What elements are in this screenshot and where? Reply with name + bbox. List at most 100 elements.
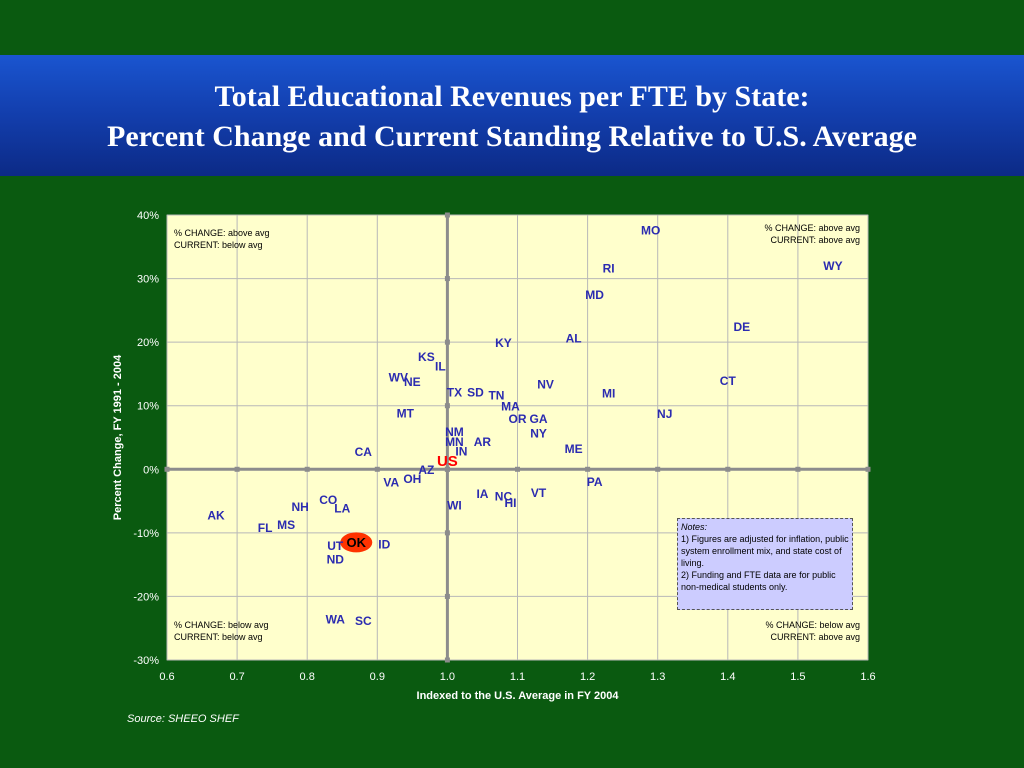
point-label-mi: MI: [602, 387, 615, 401]
x-tick-label: 1.5: [790, 671, 805, 683]
x-axis-ticks: 0.6 0.7 0.8 0.9 1.0 1.1 1.2 1.3 1.4 1.5 1.6: [159, 671, 875, 683]
reference-marker: [444, 212, 450, 218]
y-axis-ticks: 40% 30% 20% 10% 0% -10% -20% -30%: [133, 210, 159, 667]
point-label-ok: OK: [347, 535, 367, 550]
reference-marker: [234, 466, 240, 472]
reference-marker: [444, 276, 450, 282]
x-tick-label: 1.4: [720, 671, 735, 683]
point-label-vt: VT: [531, 486, 547, 500]
quadrant-label-bottom-right: CURRENT: above avg: [770, 632, 860, 642]
point-label-il: IL: [435, 359, 446, 373]
reference-marker: [444, 530, 450, 536]
quadrant-labels: % CHANGE: above avg CURRENT: below avg % C…: [174, 223, 860, 642]
point-label-nc: NC: [495, 490, 513, 504]
point-label-mo: MO: [641, 223, 660, 237]
y-tick-label: 0%: [143, 464, 159, 476]
point-label-pa: PA: [587, 475, 603, 489]
y-tick-label: 20%: [137, 337, 159, 349]
point-label-nv: NV: [537, 378, 554, 392]
point-label-in: IN: [455, 444, 467, 458]
reference-lines: [164, 212, 871, 663]
x-tick-label: 1.6: [860, 671, 875, 683]
reference-marker: [655, 466, 661, 472]
quadrant-label-top-right: % CHANGE: above avg: [764, 223, 860, 233]
point-label-ri: RI: [603, 261, 615, 275]
point-label-fl: FL: [258, 521, 273, 535]
point-label-co: CO: [319, 493, 337, 507]
reference-marker: [444, 593, 450, 599]
point-label-ne: NE: [404, 375, 421, 389]
point-label-wi: WI: [447, 499, 462, 513]
y-tick-label: 10%: [137, 401, 159, 413]
point-label-ny: NY: [530, 427, 547, 441]
y-tick-label: -10%: [133, 528, 159, 540]
reference-marker: [444, 657, 450, 663]
point-label-ky: KY: [495, 336, 512, 350]
x-tick-label: 0.7: [229, 671, 244, 683]
reference-marker: [374, 466, 380, 472]
point-label-id: ID: [378, 537, 390, 551]
x-tick-label: 1.1: [510, 671, 525, 683]
y-tick-label: -20%: [133, 591, 159, 603]
reference-marker: [725, 466, 731, 472]
y-tick-label: 30%: [137, 274, 159, 286]
point-label-la: LA: [334, 502, 350, 516]
point-label-tx: TX: [447, 385, 462, 399]
point-label-oh: OH: [403, 472, 421, 486]
point-label-sc: SC: [355, 614, 372, 628]
point-label-me: ME: [565, 442, 583, 456]
point-label-nh: NH: [292, 500, 309, 514]
reference-marker: [444, 339, 450, 345]
x-tick-label: 0.6: [159, 671, 174, 683]
x-tick-label: 1.0: [440, 671, 455, 683]
point-label-or: OR: [509, 412, 527, 426]
y-axis-label: Percent Change, FY 1991 - 2004: [112, 354, 124, 520]
reference-marker: [515, 466, 520, 472]
point-label-wy: WY: [823, 259, 842, 273]
highlight-ellipse: [340, 532, 373, 553]
x-tick-label: 1.3: [650, 671, 665, 683]
quadrant-label-bottom-left: % CHANGE: below avg: [174, 620, 269, 630]
point-label-nd: ND: [327, 553, 345, 567]
chart-title-line-2: Percent Change and Current Standing Rela…: [107, 120, 917, 153]
x-tick-label: 0.9: [370, 671, 385, 683]
point-label-mn: MN: [445, 435, 464, 449]
point-label-nj: NJ: [657, 407, 672, 421]
point-label-wv: WV: [389, 371, 408, 385]
notes-box: Notes: 1) Figures are adjusted for infla…: [677, 518, 853, 610]
point-label-al: AL: [566, 331, 582, 345]
point-label-ks: KS: [418, 350, 435, 364]
chart-title-line-1: Total Educational Revenues per FTE by St…: [214, 80, 810, 113]
y-tick-label: -30%: [133, 655, 159, 667]
point-label-md: MD: [585, 288, 604, 302]
point-label-ct: CT: [720, 374, 737, 388]
reference-marker: [795, 466, 801, 472]
reference-marker: [444, 466, 450, 472]
title-band: [0, 55, 1024, 176]
point-label-ca: CA: [355, 445, 373, 459]
reference-marker: [865, 466, 871, 472]
notes-line-2: 2) Funding and FTE data are for public n…: [681, 570, 836, 592]
point-label-ut: UT: [327, 539, 344, 553]
point-label-ma: MA: [501, 399, 520, 413]
point-label-de: DE: [733, 320, 750, 334]
point-label-mt: MT: [397, 406, 415, 420]
x-axis-label: Indexed to the U.S. Average in FY 2004: [417, 690, 620, 702]
point-label-ms: MS: [277, 518, 295, 532]
reference-marker: [444, 403, 450, 409]
point-label-ia: IA: [476, 487, 488, 501]
reference-marker: [164, 466, 170, 472]
y-tick-label: 40%: [137, 210, 159, 222]
notes-title: Notes:: [681, 522, 708, 532]
point-label-hi: HI: [504, 496, 516, 510]
reference-marker: [304, 466, 310, 472]
point-label-ar: AR: [474, 435, 492, 449]
point-label-us: US: [437, 453, 458, 470]
notes-line-1: 1) Figures are adjusted for inflation, p…: [681, 534, 849, 568]
x-tick-label: 1.2: [580, 671, 595, 683]
quadrant-label-top-right: CURRENT: above avg: [770, 235, 860, 245]
point-label-az: AZ: [418, 463, 434, 477]
quadrant-label-bottom-left: CURRENT: below avg: [174, 632, 263, 642]
